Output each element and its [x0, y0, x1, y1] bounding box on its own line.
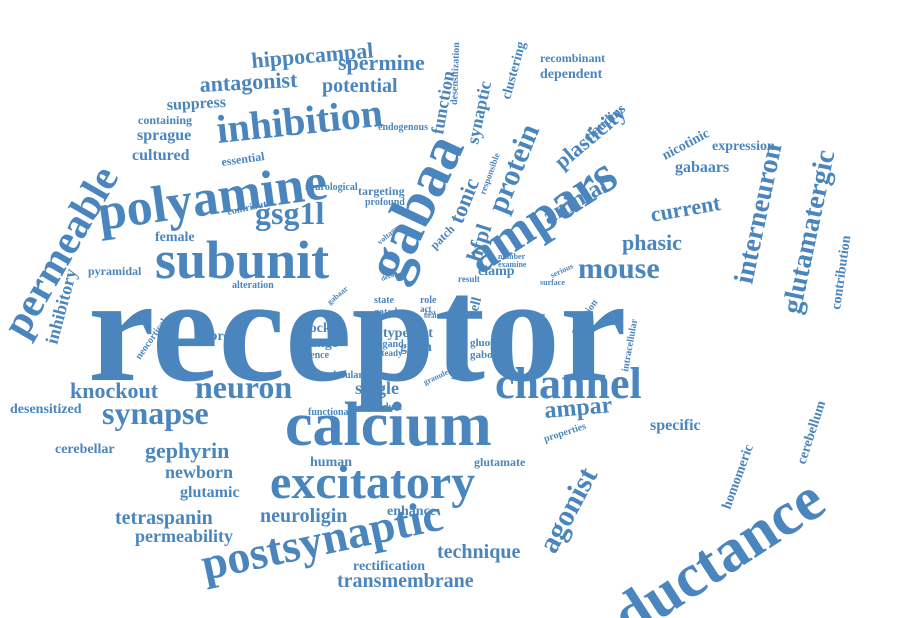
- word-human: human: [310, 455, 352, 470]
- word-neuroligin: neuroligin: [260, 505, 347, 527]
- word-examine: examine: [498, 260, 527, 269]
- word-synaptic: synaptic: [462, 79, 495, 146]
- word-enhance: enhance: [387, 504, 436, 519]
- word-single: single: [355, 378, 399, 398]
- word-pyramidal: pyramidal: [88, 264, 142, 278]
- word-spermine: spermine: [338, 50, 425, 75]
- word-neurological: neurological: [305, 182, 358, 193]
- word-block: block: [298, 321, 331, 336]
- word-newborn: newborn: [165, 462, 233, 482]
- word-interneuron: interneuron: [729, 140, 789, 286]
- word-gabon: gabon: [470, 349, 499, 361]
- word-cerebellum: cerebellum: [795, 399, 830, 467]
- word-gated: gated: [374, 307, 398, 318]
- word-brain: brain: [424, 312, 440, 320]
- word-conduct: conduct: [368, 402, 403, 413]
- word-number: number: [498, 252, 526, 261]
- word-knockout: knockout: [70, 378, 159, 403]
- word-recombinant: recombinant: [540, 51, 605, 65]
- word-targeting: targeting: [358, 184, 405, 198]
- word-inbred: inbred: [198, 329, 238, 344]
- word-transmembrane: transmembrane: [337, 570, 474, 592]
- word-surface: surface: [540, 278, 565, 287]
- word-calcium: calcium: [285, 391, 492, 459]
- word-technique: technique: [437, 541, 520, 563]
- word-gluon: gluon: [470, 337, 496, 349]
- word-containing: containing: [138, 113, 192, 127]
- word-antagonist: antagonist: [199, 67, 299, 97]
- word-agonist: agonist: [532, 462, 604, 558]
- word-clamp: clamp: [478, 264, 515, 279]
- word-rat: rat: [415, 326, 433, 341]
- word-change: change: [296, 336, 338, 351]
- word-result: result: [458, 274, 480, 284]
- word-inhibition: inhibition: [214, 90, 385, 152]
- word-female: female: [155, 230, 195, 245]
- word-cell: cell: [465, 296, 485, 320]
- word-excitatory: excitatory: [270, 456, 475, 509]
- word-gsg1l: gsg1l: [255, 195, 324, 231]
- word-ligand: ligand: [377, 339, 404, 350]
- word-subunit: subunit: [155, 230, 329, 290]
- word-type: type: [383, 326, 409, 341]
- word-desensitized: desensitized: [10, 402, 82, 417]
- word-phasic: phasic: [622, 230, 682, 255]
- word-presence: presence: [292, 350, 330, 361]
- word-transmission: transmission: [532, 313, 548, 369]
- word-alteration: alteration: [232, 280, 274, 291]
- word-rectification: rectification: [353, 559, 425, 574]
- word-fast: fast: [425, 309, 437, 317]
- word-mouse: mouse: [578, 252, 660, 285]
- word-suppress: suppress: [166, 94, 226, 114]
- word-synapse: synapse: [102, 395, 209, 431]
- word-nicotinic: nicotinic: [660, 126, 712, 163]
- word-tetraspanin: tetraspanin: [115, 507, 213, 529]
- word-contribution: contribution: [829, 234, 854, 310]
- word-present: present: [448, 354, 461, 381]
- word-permeability: permeability: [135, 526, 233, 546]
- word-desensitization: desensitization: [449, 42, 462, 106]
- word-clustering: clustering: [499, 40, 529, 101]
- word-ampar: ampar: [543, 392, 613, 424]
- word-potential: potential: [322, 75, 398, 97]
- word-channel: channel: [495, 359, 642, 408]
- word-glutamate: glutamate: [474, 455, 526, 469]
- word-glutamic: glutamic: [180, 484, 240, 501]
- word-cultured: cultured: [132, 147, 190, 164]
- word-molecular: molecular: [320, 370, 363, 381]
- word-receptor: receptor: [88, 247, 627, 413]
- word-sprague: sprague: [137, 127, 191, 144]
- word-act: act: [420, 304, 432, 314]
- word-endogenous: endogenous: [378, 122, 428, 133]
- word-garlh: garlh: [400, 340, 432, 355]
- word-cerebellar: cerebellar: [55, 442, 115, 457]
- word-essential: essential: [220, 149, 266, 169]
- word-neuron: neuron: [195, 369, 292, 405]
- word-dependent: dependent: [540, 67, 603, 82]
- word-state: state: [374, 295, 395, 306]
- word-role: role: [420, 295, 437, 306]
- word-profound: profound: [365, 197, 405, 208]
- word-expression: expression: [712, 139, 775, 154]
- word-properties: properties: [543, 421, 588, 445]
- word-functional: functional: [308, 407, 352, 418]
- word-gabaars: gabaars: [675, 159, 729, 176]
- word-steady: steady: [378, 348, 403, 358]
- word-gephyrin: gephyrin: [145, 438, 229, 463]
- word-specific: specific: [650, 417, 701, 434]
- word-current: current: [649, 190, 723, 227]
